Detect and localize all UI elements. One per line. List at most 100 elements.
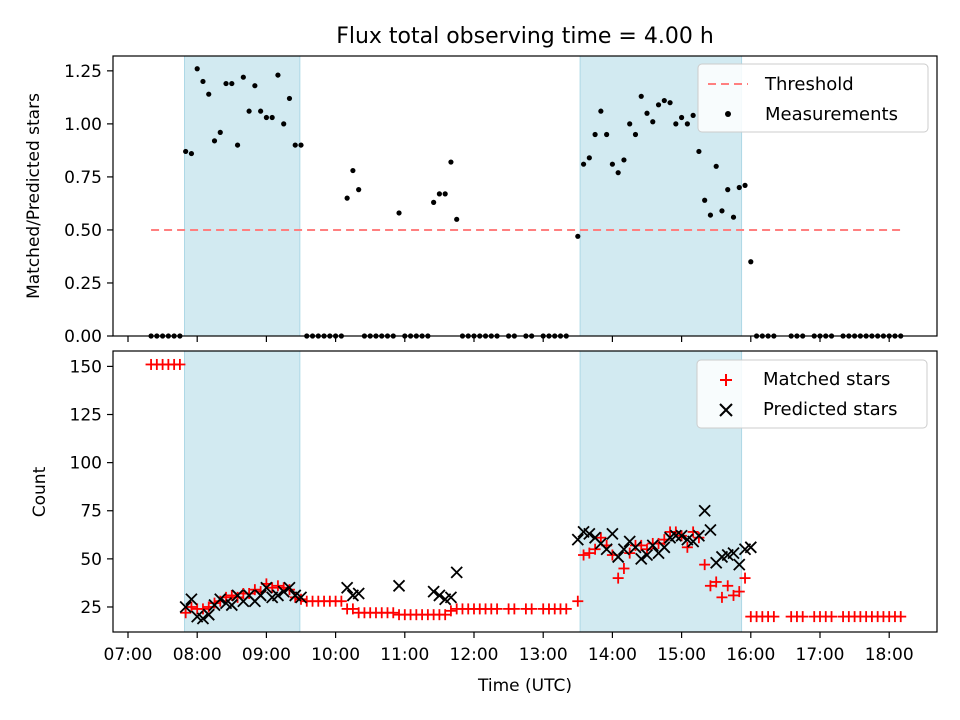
measurement-point <box>246 108 252 114</box>
measurement-point <box>615 170 621 176</box>
predicted-star-point <box>277 585 290 598</box>
top-y-tick-label: 1.25 <box>64 62 102 82</box>
matched-star-point <box>641 543 653 555</box>
measurement-point <box>707 212 714 218</box>
measurements-legend-label: Measurements <box>765 104 898 125</box>
matched-star-point <box>560 603 572 615</box>
x-tick-label: 17:00 <box>796 645 845 665</box>
top-y-tick-label: 0.00 <box>64 327 102 347</box>
predicted-star-point <box>571 533 584 546</box>
measurement-point <box>586 155 592 161</box>
measurement-point <box>275 72 281 78</box>
bottom-panel-y-ticks: 25 50 75 100 125 150 <box>70 357 113 618</box>
measurement-point <box>298 142 304 148</box>
predicted-star-point <box>646 539 659 552</box>
matched-star-point <box>387 607 399 619</box>
measurement-point <box>696 148 702 155</box>
measurement-point <box>223 80 229 87</box>
measurement-point <box>454 216 460 222</box>
matched-star-point <box>826 611 838 623</box>
predicted-star-point <box>600 543 613 556</box>
matched-star-point <box>272 580 284 592</box>
predicted-star-point <box>254 589 267 602</box>
measurement-point <box>742 182 748 188</box>
predicted-star-point <box>606 527 619 540</box>
x-tick-label: 12:00 <box>450 645 499 665</box>
predicted-star-point <box>225 598 238 612</box>
measurement-point <box>252 83 258 89</box>
x-tick-label: 08:00 <box>173 645 222 665</box>
measurement-point <box>258 108 264 114</box>
bottom-y-tick-label: 150 <box>70 357 102 377</box>
matched-star-point <box>266 582 278 594</box>
measurement-point <box>281 121 287 127</box>
measurement-point <box>431 199 437 205</box>
matched-star-point <box>704 580 716 592</box>
predicted-star-point <box>202 608 215 621</box>
top-panel-x-ticks <box>127 336 890 342</box>
top-legend: Threshold Measurements <box>697 63 929 133</box>
measurement-point <box>644 110 650 116</box>
predicted-star-point <box>196 612 210 625</box>
top-panel-shading <box>184 55 743 337</box>
matched-star-point <box>728 589 739 601</box>
matched-star-point <box>618 562 630 574</box>
top-legend-box <box>697 63 929 133</box>
predicted-star-point <box>444 591 458 604</box>
measurement-point <box>667 100 673 106</box>
matched-legend-label: Matched stars <box>763 369 890 390</box>
measurements-legend-swatch <box>725 111 731 117</box>
measurement-point <box>580 161 587 167</box>
measurement-point <box>702 197 708 203</box>
measurement-point <box>448 159 454 165</box>
measurement-point <box>396 210 402 216</box>
top-y-tick-label: 0.50 <box>64 221 102 241</box>
matched-star-point <box>209 597 220 609</box>
predicted-star-point <box>433 589 446 602</box>
matched-star-point <box>289 591 301 603</box>
predicted-legend-swatch <box>719 403 733 417</box>
matched-star-point <box>347 603 359 615</box>
measurement-point <box>592 131 598 138</box>
threshold-legend-label: Threshold <box>764 74 854 95</box>
bottom-panel-frame <box>112 350 938 633</box>
matched-star-point <box>624 547 636 559</box>
x-tick-label: 10:00 <box>311 645 360 665</box>
top-y-tick-label: 0.25 <box>64 274 102 294</box>
bottom-panel-predicted-points <box>179 504 757 625</box>
predicted-star-point <box>675 529 688 542</box>
predicted-star-point <box>669 529 682 542</box>
predicted-star-point <box>617 543 631 556</box>
predicted-star-point <box>294 591 308 604</box>
measurement-point <box>661 97 667 104</box>
x-tick-label: 07:00 <box>104 645 153 665</box>
matched-star-point <box>572 595 584 607</box>
measurement-point <box>183 148 189 155</box>
matched-star-point <box>243 588 255 600</box>
measurement-point <box>350 167 356 174</box>
predicted-star-point <box>629 541 642 554</box>
matched-star-point <box>445 605 457 617</box>
x-tick-label: 14:00 <box>588 645 637 665</box>
bottom-y-tick-label: 75 <box>80 502 102 522</box>
predicted-star-point <box>744 541 757 554</box>
observing-window-1 <box>184 55 301 337</box>
measurement-point <box>240 74 246 80</box>
matched-star-point <box>197 603 209 615</box>
matched-star-point <box>768 611 780 623</box>
chart-title: Flux total observing time = 4.00 h <box>336 24 714 49</box>
x-tick-label: 16:00 <box>726 645 775 665</box>
measurement-point <box>655 102 662 108</box>
predicted-star-point <box>727 546 740 560</box>
matched-star-point <box>295 593 307 605</box>
matched-star-point <box>681 541 693 553</box>
matched-star-point <box>526 603 538 615</box>
matched-star-point <box>612 572 624 584</box>
matched-star-point <box>595 532 607 544</box>
predicted-star-point <box>612 550 625 564</box>
predicted-star-point <box>692 529 706 542</box>
measurement-point <box>621 157 627 163</box>
measurement-point <box>263 114 269 121</box>
bottom-legend: Matched stars Predicted stars <box>696 359 928 429</box>
